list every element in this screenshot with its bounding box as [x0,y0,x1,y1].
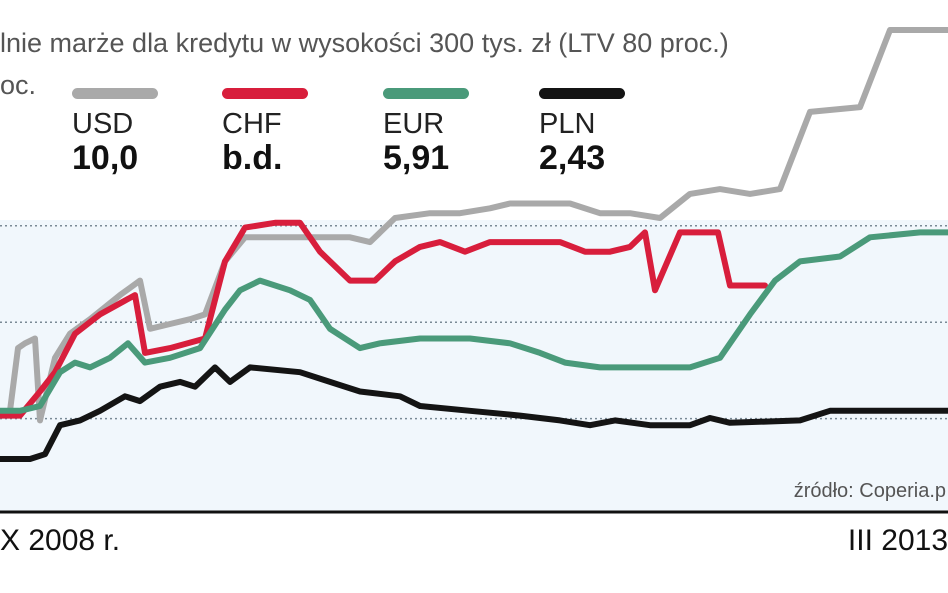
legend-code-chf: CHF [222,108,282,140]
legend-code-pln: PLN [539,108,596,140]
legend-code-eur: EUR [383,108,445,140]
legend-swatch-pln [539,88,625,99]
legend-value-eur: 5,91 [383,139,450,177]
legend-value-pln: 2,43 [539,139,606,177]
plot-background [0,220,948,512]
legend-value-chf: b.d. [222,139,283,177]
source-note: źródło: Coperia.p [793,480,946,502]
chart-subtitle: oc. [0,70,37,100]
legend-item-pln: PLN 2,43 [539,88,625,177]
legend-swatch-chf [222,88,308,99]
legend-item-eur: EUR 5,91 [383,88,469,177]
legend-value-usd: 10,0 [72,139,139,177]
series-layer [0,27,948,462]
series-line-eur [0,229,948,414]
legend-item-chf: CHF b.d. [222,88,308,177]
x-tick-start: X 2008 r. [0,524,121,557]
x-tick-end: III 2013 [847,524,948,557]
series-line-chf [0,219,768,419]
series-line-usd [0,27,948,424]
legend-code-usd: USD [72,108,134,140]
legend-swatch-usd [72,88,158,99]
series-line-pln [0,364,948,462]
chart-title: lnie marże dla kredytu w wysokości 300 t… [0,28,729,58]
legend-item-usd: USD 10,0 [72,88,158,177]
legend-swatch-eur [383,88,469,99]
